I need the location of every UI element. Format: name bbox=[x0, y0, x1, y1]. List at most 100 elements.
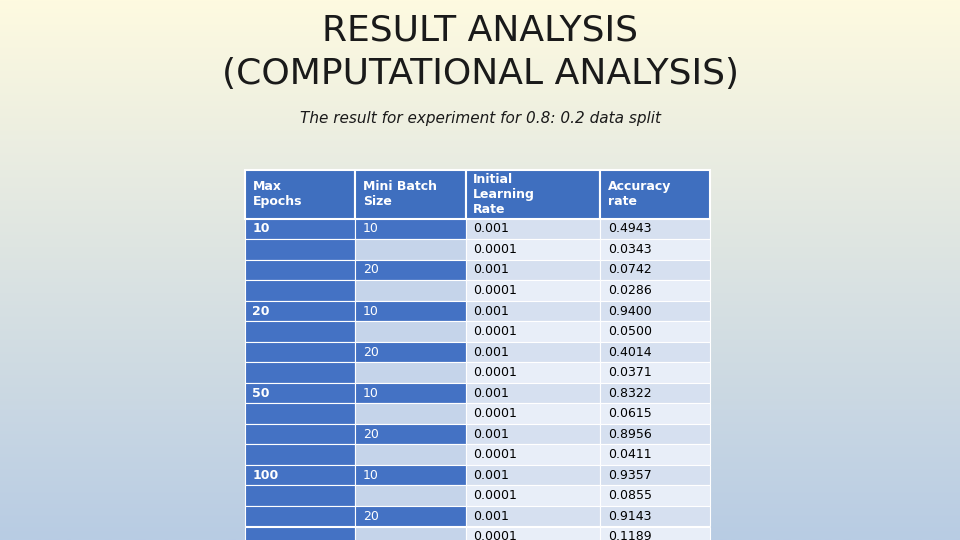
FancyBboxPatch shape bbox=[600, 321, 710, 342]
FancyBboxPatch shape bbox=[355, 383, 466, 403]
FancyBboxPatch shape bbox=[466, 219, 600, 239]
FancyBboxPatch shape bbox=[600, 526, 710, 540]
FancyBboxPatch shape bbox=[355, 485, 466, 506]
Text: RESULT ANALYSIS: RESULT ANALYSIS bbox=[322, 14, 638, 48]
FancyBboxPatch shape bbox=[355, 424, 466, 444]
FancyBboxPatch shape bbox=[466, 444, 600, 465]
Text: 0.0286: 0.0286 bbox=[608, 284, 652, 297]
Text: 0.0001: 0.0001 bbox=[473, 530, 517, 540]
FancyBboxPatch shape bbox=[600, 444, 710, 465]
FancyBboxPatch shape bbox=[355, 444, 466, 465]
Text: 0.0855: 0.0855 bbox=[608, 489, 652, 502]
FancyBboxPatch shape bbox=[600, 383, 710, 403]
FancyBboxPatch shape bbox=[245, 280, 355, 301]
Text: 0.0001: 0.0001 bbox=[473, 284, 517, 297]
FancyBboxPatch shape bbox=[245, 383, 355, 403]
FancyBboxPatch shape bbox=[466, 362, 600, 383]
FancyBboxPatch shape bbox=[245, 239, 355, 260]
Text: 0.9143: 0.9143 bbox=[608, 510, 651, 523]
FancyBboxPatch shape bbox=[600, 424, 710, 444]
Text: 0.0001: 0.0001 bbox=[473, 325, 517, 338]
Text: 20: 20 bbox=[363, 264, 379, 276]
Text: 20: 20 bbox=[363, 428, 379, 441]
FancyBboxPatch shape bbox=[245, 170, 355, 219]
Text: 0.0001: 0.0001 bbox=[473, 407, 517, 420]
FancyBboxPatch shape bbox=[600, 362, 710, 383]
Text: 0.0001: 0.0001 bbox=[473, 243, 517, 256]
Text: 0.0343: 0.0343 bbox=[608, 243, 651, 256]
Text: 0.8322: 0.8322 bbox=[608, 387, 651, 400]
FancyBboxPatch shape bbox=[466, 321, 600, 342]
FancyBboxPatch shape bbox=[466, 403, 600, 424]
Text: 0.1189: 0.1189 bbox=[608, 530, 651, 540]
Text: 100: 100 bbox=[252, 469, 278, 482]
FancyBboxPatch shape bbox=[466, 280, 600, 301]
FancyBboxPatch shape bbox=[355, 170, 466, 219]
FancyBboxPatch shape bbox=[600, 170, 710, 219]
Text: 0.9357: 0.9357 bbox=[608, 469, 652, 482]
FancyBboxPatch shape bbox=[245, 260, 355, 280]
Text: 0.001: 0.001 bbox=[473, 346, 509, 359]
Text: 10: 10 bbox=[363, 305, 379, 318]
Text: 10: 10 bbox=[363, 469, 379, 482]
FancyBboxPatch shape bbox=[355, 403, 466, 424]
Text: 0.0001: 0.0001 bbox=[473, 366, 517, 379]
Text: 0.0500: 0.0500 bbox=[608, 325, 652, 338]
Text: 0.9400: 0.9400 bbox=[608, 305, 652, 318]
Text: 0.001: 0.001 bbox=[473, 305, 509, 318]
FancyBboxPatch shape bbox=[600, 342, 710, 362]
Text: Mini Batch
Size: Mini Batch Size bbox=[363, 180, 437, 208]
Text: 0.0615: 0.0615 bbox=[608, 407, 652, 420]
FancyBboxPatch shape bbox=[600, 239, 710, 260]
FancyBboxPatch shape bbox=[245, 403, 355, 424]
Text: 0.001: 0.001 bbox=[473, 264, 509, 276]
Text: Max
Epochs: Max Epochs bbox=[252, 180, 302, 208]
Text: 20: 20 bbox=[363, 346, 379, 359]
Text: 0.001: 0.001 bbox=[473, 387, 509, 400]
FancyBboxPatch shape bbox=[600, 465, 710, 485]
FancyBboxPatch shape bbox=[466, 424, 600, 444]
Text: 0.4943: 0.4943 bbox=[608, 222, 651, 235]
Text: 0.0001: 0.0001 bbox=[473, 448, 517, 461]
FancyBboxPatch shape bbox=[600, 485, 710, 506]
FancyBboxPatch shape bbox=[245, 301, 355, 321]
Text: Initial
Learning
Rate: Initial Learning Rate bbox=[473, 173, 535, 216]
Text: 0.0001: 0.0001 bbox=[473, 489, 517, 502]
FancyBboxPatch shape bbox=[600, 403, 710, 424]
FancyBboxPatch shape bbox=[466, 383, 600, 403]
FancyBboxPatch shape bbox=[355, 321, 466, 342]
FancyBboxPatch shape bbox=[245, 465, 355, 485]
FancyBboxPatch shape bbox=[355, 526, 466, 540]
Text: The result for experiment for 0.8: 0.2 data split: The result for experiment for 0.8: 0.2 d… bbox=[300, 111, 660, 126]
FancyBboxPatch shape bbox=[245, 444, 355, 465]
Text: 10: 10 bbox=[363, 387, 379, 400]
Text: 0.001: 0.001 bbox=[473, 222, 509, 235]
FancyBboxPatch shape bbox=[245, 362, 355, 383]
FancyBboxPatch shape bbox=[600, 280, 710, 301]
Text: 10: 10 bbox=[363, 222, 379, 235]
FancyBboxPatch shape bbox=[466, 301, 600, 321]
Text: 20: 20 bbox=[252, 305, 270, 318]
FancyBboxPatch shape bbox=[466, 260, 600, 280]
FancyBboxPatch shape bbox=[466, 170, 600, 219]
FancyBboxPatch shape bbox=[600, 219, 710, 239]
Text: Accuracy
rate: Accuracy rate bbox=[608, 180, 671, 208]
FancyBboxPatch shape bbox=[466, 342, 600, 362]
FancyBboxPatch shape bbox=[355, 362, 466, 383]
FancyBboxPatch shape bbox=[245, 526, 355, 540]
FancyBboxPatch shape bbox=[245, 485, 355, 506]
FancyBboxPatch shape bbox=[466, 526, 600, 540]
FancyBboxPatch shape bbox=[466, 465, 600, 485]
FancyBboxPatch shape bbox=[355, 219, 466, 239]
Text: 0.001: 0.001 bbox=[473, 469, 509, 482]
FancyBboxPatch shape bbox=[355, 239, 466, 260]
FancyBboxPatch shape bbox=[245, 219, 355, 239]
FancyBboxPatch shape bbox=[600, 301, 710, 321]
Text: 0.001: 0.001 bbox=[473, 428, 509, 441]
FancyBboxPatch shape bbox=[245, 321, 355, 342]
Text: 20: 20 bbox=[363, 510, 379, 523]
FancyBboxPatch shape bbox=[355, 506, 466, 526]
FancyBboxPatch shape bbox=[466, 485, 600, 506]
FancyBboxPatch shape bbox=[600, 260, 710, 280]
FancyBboxPatch shape bbox=[355, 280, 466, 301]
